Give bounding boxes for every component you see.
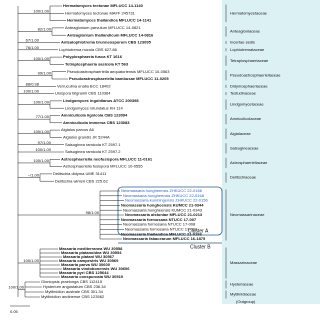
taxon-label: Neomassaria thailandica MFLUCC 21-0193 — [121, 231, 202, 236]
family-panel — [222, 0, 320, 304]
family-label: Massarinaceae — [230, 260, 258, 265]
family-label: Hysteriaceae — [230, 282, 254, 287]
taxon-label: Salsuginea ramicola KT 2597.1 — [65, 142, 121, 147]
scale-label: 0.05 — [10, 309, 19, 314]
support-value: ~/1.00 — [28, 173, 40, 178]
family-label: Mytilinidiaceae — [230, 292, 257, 297]
taxon-label: Mytilinidion australe CBS 301.34 — [45, 289, 104, 294]
family-label: Pseudoastrosphaeriellaceae — [230, 72, 281, 77]
taxon-label: Massaria mediterranea WU 30558 — [59, 246, 123, 251]
taxon-label: Hysterium angustatum CBS 236.34 — [43, 284, 106, 289]
support-value: 76/1.00 — [26, 45, 40, 50]
taxon-label: Neomassaria hongheensis ZHKUCC 22-0168 — [123, 193, 205, 198]
taxon-label: Amniculicola lignicola CBS 123094 — [61, 113, 128, 118]
taxon-label: Neomassaria fabacearum MFLUCC 16-1875 — [123, 236, 206, 241]
support-value: 100/1.00 — [33, 100, 49, 105]
taxon-label: Massaria platani WU 30567 — [63, 254, 115, 259]
taxon-label: Massaria campestris WU 30569 — [59, 258, 119, 263]
taxon-label: Verruculina enalia BCC 18402 — [57, 83, 111, 88]
cluster-label: Cluster B — [190, 244, 211, 250]
taxon-label: Neomassaria kunmingensis ZHKUCC 22-0156 — [125, 198, 208, 203]
taxon-label: Pseudoastrosphaeriella bambusae MFLUCC 1… — [69, 76, 169, 81]
taxon-label: Delitschia didyma UME 31411 — [53, 171, 107, 176]
support-value: 88/0.98 — [26, 81, 40, 86]
family-label: Delitschiaceae — [230, 175, 257, 180]
taxon-label: Hermatomyces thailandica MFLUCC 14-1141 — [67, 18, 152, 23]
taxon-label: Anteaglonium thailandicum MFLUCC 14-0816 — [67, 32, 154, 37]
taxon-label: Antealophiotrema brunneosporum CBS 12309… — [61, 40, 152, 45]
taxon-label: Neomassaria formosana NTUCC 17-009 — [125, 226, 198, 231]
family-label: Amniculicolaceae — [230, 116, 262, 121]
taxon-label: Hermatomyces tectonae MAFF 245731 — [65, 10, 136, 15]
taxon-label: Mytilinidion andinense CBS 123562 — [41, 294, 105, 299]
taxon-label: Neomassaria hongheensis KUMCC 21-0343 — [123, 207, 203, 212]
taxon-label: Delitschia winteri CBS 225.62 — [55, 178, 108, 183]
taxon-label: Astrosphaeriella neofusispora MFLUCC 11-… — [61, 156, 153, 161]
taxon-label: Neomassaria hongheensis ZHKUCC 22-0166 — [121, 188, 203, 193]
family-label: Neomassarinaceae — [230, 212, 265, 217]
taxon-label: Neomassaria alstoniae MFLUCC 21-0213 — [125, 212, 203, 217]
taxon-label: Neomassaria hongheensis KUMCC 21-0344 — [121, 202, 204, 207]
taxon-label: Gloniopsis praelonga CBS 112415 — [41, 279, 103, 284]
taxon-label: Lophiotrema nucula CBS 627.86 — [59, 47, 118, 52]
taxon-label: Astrosphaeriella fusispora MFLUCC 10-055… — [63, 164, 143, 169]
taxon-label: Neomassaria formosana NTUCC 17-008 — [123, 222, 196, 227]
support-value: 100/1.00 — [33, 56, 49, 61]
family-label: Salsugineaceae — [230, 145, 259, 150]
cluster-label: Cluster A — [188, 228, 209, 234]
taxon-label: Massaria conspurcata WU 30519 — [61, 274, 124, 279]
taxon-label: Massaria platanoidea WU 30554 — [61, 250, 122, 255]
support-value: 98/1.00 — [86, 210, 100, 215]
support-value: 77/1.00 — [36, 114, 50, 119]
taxon-label: Massaria vindobonensis WU 30606 — [63, 266, 130, 271]
taxon-label: Salsuginea ramicola KT 2597.2 — [65, 149, 121, 154]
support-value: 100/1.00 — [33, 129, 49, 134]
taxon-label: Anteaglonium parvulum MFLUCC 14-0821 — [65, 25, 141, 30]
taxon-label: Massaria parva WU 30600 — [61, 262, 111, 267]
support-value: 100/1.00 — [23, 89, 39, 94]
support-value: 100/1.00 — [23, 258, 39, 263]
family-label: Aigialaceae — [230, 131, 251, 136]
family-label: (Outgroup) — [236, 299, 256, 304]
taxon-label: Polyplosphaeria fusca KT 1616 — [63, 54, 123, 59]
taxon-label: Hermatomyces tectonae MFLUCC 14-1140 — [63, 3, 144, 8]
family-label: Lophiotremataceae — [230, 47, 265, 52]
taxon-label: Aigialus grandis JK 5244A — [63, 134, 110, 139]
support-value: 82/1.00 — [38, 27, 52, 32]
taxon-label: Lindgomyces rotundatus KH 114 — [65, 105, 124, 110]
support-value: 99/1.00 — [38, 70, 52, 75]
family-label: Hermatomycetaceae — [230, 10, 268, 15]
taxon-label: Lindgomyces ingoldianus ATCC 200398 — [63, 98, 139, 103]
support-value: 100/1.00 — [33, 8, 49, 13]
support-value: 100/1.00 — [8, 285, 24, 290]
support-value: 97/1.00 — [38, 140, 52, 145]
family-label: Testudinaceae — [230, 91, 257, 96]
family-label: Didymosphaeriaceae — [230, 83, 268, 88]
taxon-label: Neomassaria formosana NTUCC 17-007 — [121, 217, 197, 222]
family-label: Incertae sedis — [230, 40, 255, 45]
support-value: 100/1.00 — [33, 158, 49, 163]
family-label: Anteagloniaceae — [230, 29, 261, 34]
family-label: Lindgomycetaceae — [230, 102, 264, 107]
taxon-label: Massaria pyri CBS 125644 — [59, 270, 109, 275]
support-value: 100/1.00 — [35, 147, 51, 152]
taxon-label: Pseudoastrosphaeriella aequatoriensis MF… — [67, 69, 170, 74]
taxon-label: Ulospora bilgramii CBS 110364 — [55, 91, 111, 96]
taxon-label: Amniculicola immersa CBS 123083 — [63, 120, 130, 125]
family-label: Tetraplosphaeriaceae — [230, 58, 269, 63]
taxon-label: Tetraplosphaeria sasicola KT 563 — [65, 61, 129, 66]
family-label: Astrosphaeriellaceae — [230, 160, 268, 165]
cluster-a-box — [117, 186, 223, 236]
taxon-label: Aigialus parvus A6 — [61, 127, 95, 132]
support-value: 67/1.00 — [26, 38, 40, 43]
